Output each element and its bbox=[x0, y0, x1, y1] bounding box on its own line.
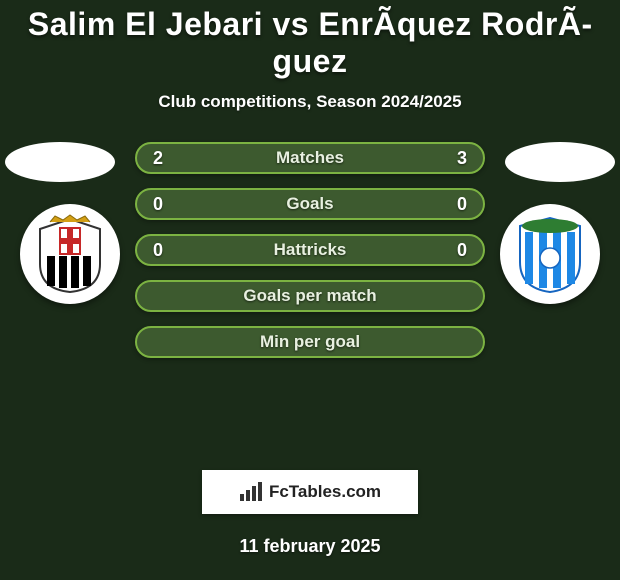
stat-row-hattricks: 0 Hattricks 0 bbox=[135, 234, 485, 266]
brand-text: FcTables.com bbox=[269, 482, 381, 502]
player-right-photo bbox=[505, 142, 615, 182]
date-text: 11 february 2025 bbox=[0, 536, 620, 557]
page-subtitle: Club competitions, Season 2024/2025 bbox=[0, 92, 620, 112]
stat-label: Min per goal bbox=[197, 332, 423, 352]
club-badge-right-icon bbox=[515, 214, 585, 294]
stat-right-value: 0 bbox=[423, 194, 483, 215]
page-title: Salim El Jebari vs EnrÃ­quez RodrÃ­guez bbox=[0, 0, 620, 80]
bar-chart-icon bbox=[239, 482, 263, 502]
stat-row-goals-per-match: Goals per match bbox=[135, 280, 485, 312]
player-right-club-badge bbox=[500, 204, 600, 304]
comparison-panel: 2 Matches 3 0 Goals 0 0 Hattricks 0 Goal… bbox=[0, 142, 620, 462]
stat-label: Matches bbox=[197, 148, 423, 168]
stat-row-matches: 2 Matches 3 bbox=[135, 142, 485, 174]
club-badge-left-icon bbox=[35, 214, 105, 294]
stat-left-value: 2 bbox=[137, 148, 197, 169]
stat-left-value: 0 bbox=[137, 194, 197, 215]
stat-right-value: 0 bbox=[423, 240, 483, 261]
player-left-photo bbox=[5, 142, 115, 182]
stat-row-goals: 0 Goals 0 bbox=[135, 188, 485, 220]
stat-rows: 2 Matches 3 0 Goals 0 0 Hattricks 0 Goal… bbox=[135, 142, 485, 372]
stat-label: Goals per match bbox=[197, 286, 423, 306]
stat-label: Hattricks bbox=[197, 240, 423, 260]
stat-left-value: 0 bbox=[137, 240, 197, 261]
player-left-club-badge bbox=[20, 204, 120, 304]
stat-label: Goals bbox=[197, 194, 423, 214]
brand-box: FcTables.com bbox=[202, 470, 418, 514]
stat-row-min-per-goal: Min per goal bbox=[135, 326, 485, 358]
stat-right-value: 3 bbox=[423, 148, 483, 169]
